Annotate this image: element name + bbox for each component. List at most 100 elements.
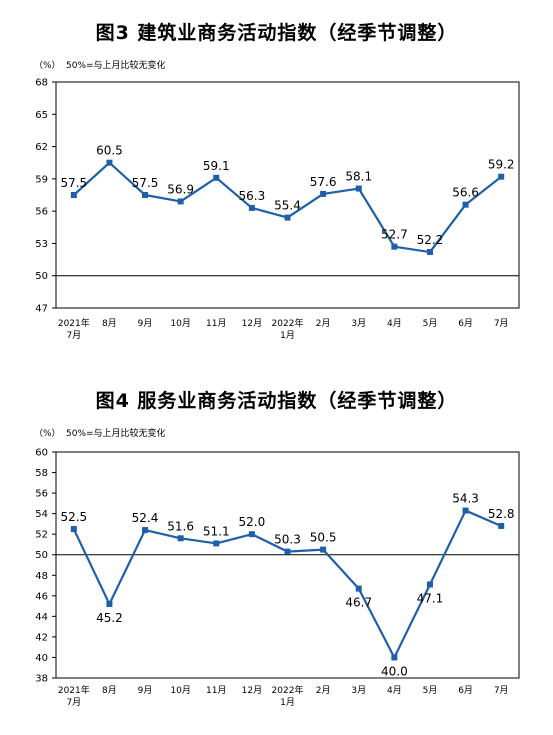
x-tick-label: 12月 bbox=[242, 318, 262, 329]
data-point bbox=[391, 243, 398, 250]
data-point bbox=[284, 548, 291, 555]
data-label: 56.9 bbox=[167, 182, 194, 196]
y-tick-label: 42 bbox=[35, 632, 48, 643]
data-point bbox=[213, 174, 220, 181]
data-point bbox=[106, 159, 113, 166]
y-tick-label: 60 bbox=[35, 448, 48, 459]
chart-title: 图3 建筑业商务活动指数（经季节调整） bbox=[95, 22, 458, 44]
x-tick-label: 2022年 1月 bbox=[272, 684, 304, 708]
data-label: 52.4 bbox=[132, 511, 159, 525]
x-tick-label: 8月 bbox=[102, 318, 117, 329]
y-tick-label: 47 bbox=[35, 304, 48, 315]
x-tick-label: 6月 bbox=[458, 318, 473, 329]
y-tick-label: 52 bbox=[35, 530, 48, 541]
x-tick-label: 11月 bbox=[206, 318, 226, 329]
y-tick-label: 50 bbox=[35, 550, 48, 561]
data-point bbox=[213, 540, 220, 547]
data-point bbox=[498, 173, 505, 180]
data-point bbox=[426, 581, 433, 588]
data-point bbox=[426, 249, 433, 256]
x-tick-label: 2月 bbox=[316, 318, 331, 329]
chart-3-plot: （%） 50%=与上月比较无变化 47 50 53 56 59 62 65 68 2021年 7月 8月… bbox=[34, 59, 520, 341]
x-tick-label: 10月 bbox=[170, 318, 190, 329]
data-label: 57.5 bbox=[132, 176, 159, 190]
data-point bbox=[70, 192, 77, 198]
data-label: 59.2 bbox=[488, 158, 515, 172]
data-point bbox=[177, 535, 184, 542]
x-tick-label: 5月 bbox=[423, 685, 438, 696]
data-label: 57.6 bbox=[310, 175, 337, 189]
unit-label: （%） bbox=[34, 428, 61, 439]
data-point bbox=[177, 198, 184, 205]
x-tick-label: 8月 bbox=[102, 685, 117, 696]
x-tick-label: 3月 bbox=[351, 318, 366, 329]
data-point bbox=[248, 531, 255, 538]
data-label: 52.8 bbox=[488, 507, 515, 521]
y-tick-label: 38 bbox=[35, 674, 48, 685]
data-label: 56.3 bbox=[239, 189, 266, 203]
data-label: 52.5 bbox=[60, 510, 87, 524]
x-tick-label: 9月 bbox=[138, 685, 153, 696]
reference-note: 50%=与上月比较无变化 bbox=[66, 427, 166, 439]
x-tick-label: 3月 bbox=[351, 685, 366, 696]
data-label: 54.3 bbox=[452, 492, 479, 506]
x-tick-label: 9月 bbox=[138, 318, 153, 329]
data-label: 46.7 bbox=[345, 596, 372, 610]
x-tick-label: 7月 bbox=[494, 318, 509, 329]
chart-title: 图4 服务业商务活动指数（经季节调整） bbox=[95, 390, 458, 412]
data-label: 52.2 bbox=[417, 233, 444, 247]
x-tick-label: 2021年 7月 bbox=[58, 684, 90, 708]
data-point bbox=[320, 546, 327, 553]
data-point bbox=[320, 190, 327, 197]
data-point bbox=[355, 585, 362, 592]
x-tick-label: 4月 bbox=[387, 318, 402, 329]
y-tick-label: 56 bbox=[35, 207, 48, 218]
data-point bbox=[248, 204, 255, 211]
data-point bbox=[462, 201, 469, 208]
data-label: 55.4 bbox=[274, 199, 301, 213]
data-label: 51.6 bbox=[167, 519, 194, 533]
y-tick-label: 44 bbox=[35, 612, 48, 623]
chart-4-plot: （%） 50%=与上月比较无变化 38 40 42 44 46 48 50 52 54 56 58 60 2… bbox=[34, 427, 520, 708]
y-tick-label: 56 bbox=[35, 489, 48, 500]
x-tick-label: 4月 bbox=[387, 685, 402, 696]
data-label: 58.1 bbox=[345, 170, 372, 184]
y-tick-label: 53 bbox=[35, 239, 48, 250]
data-point bbox=[391, 654, 398, 661]
data-label: 50.5 bbox=[310, 531, 337, 545]
data-point bbox=[142, 192, 149, 198]
unit-label: （%） bbox=[34, 60, 61, 71]
x-tick-label: 2021年 7月 bbox=[58, 317, 90, 341]
y-tick-label: 48 bbox=[35, 571, 48, 582]
data-label: 52.0 bbox=[239, 515, 266, 529]
data-label: 52.7 bbox=[381, 228, 408, 242]
x-tick-label: 11月 bbox=[206, 685, 226, 696]
data-label: 51.1 bbox=[203, 524, 230, 538]
y-tick-label: 50 bbox=[35, 271, 48, 282]
x-tick-label: 2022年 1月 bbox=[272, 317, 304, 341]
x-tick-label: 2月 bbox=[316, 685, 331, 696]
y-tick-label: 54 bbox=[35, 509, 48, 520]
y-tick-label: 62 bbox=[35, 142, 48, 153]
x-tick-label: 6月 bbox=[458, 685, 473, 696]
data-point bbox=[70, 526, 77, 533]
plot-frame bbox=[55, 451, 520, 679]
x-tick-label: 10月 bbox=[170, 685, 190, 696]
chart-4: 图4 服务业商务活动指数（经季节调整） （%） 50%=与上月比较无变化 38 40 4… bbox=[0, 370, 553, 735]
reference-note: 50%=与上月比较无变化 bbox=[66, 59, 166, 71]
data-label: 47.1 bbox=[417, 592, 444, 606]
x-tick-label: 7月 bbox=[494, 685, 509, 696]
data-label: 56.6 bbox=[452, 186, 479, 200]
y-tick-label: 65 bbox=[35, 110, 48, 121]
x-tick-label: 12月 bbox=[242, 685, 262, 696]
data-point bbox=[462, 507, 469, 514]
data-label: 59.1 bbox=[203, 159, 230, 173]
data-point bbox=[355, 185, 362, 192]
plot-frame bbox=[55, 81, 520, 309]
data-label: 50.3 bbox=[274, 533, 301, 547]
y-tick-label: 40 bbox=[35, 653, 48, 664]
y-tick-label: 59 bbox=[35, 174, 48, 185]
data-label: 40.0 bbox=[381, 664, 408, 678]
data-point bbox=[142, 527, 149, 534]
y-tick-label: 46 bbox=[35, 591, 48, 602]
